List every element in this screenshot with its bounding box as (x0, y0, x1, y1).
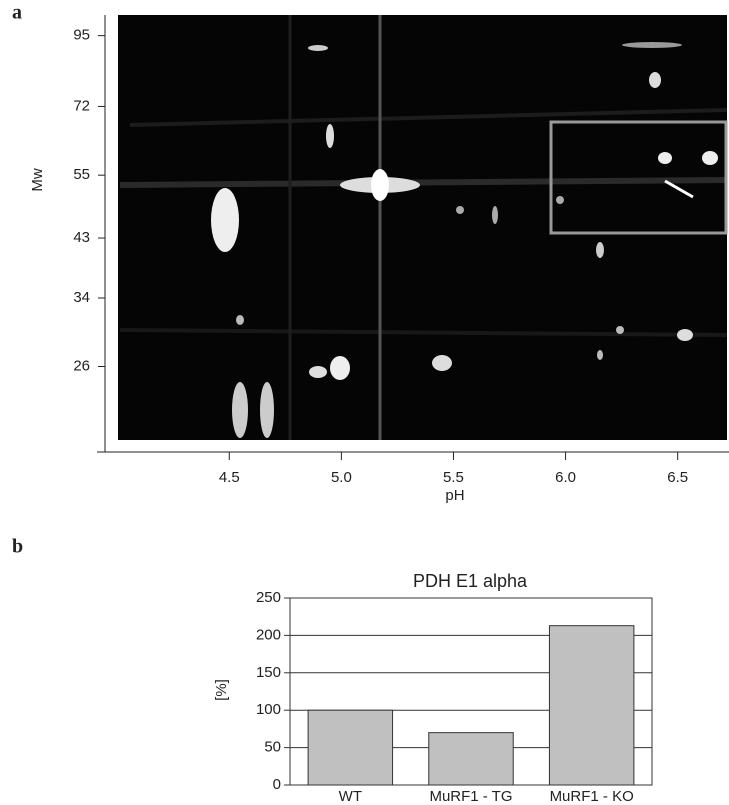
gel-image (118, 15, 728, 440)
y-tick-label: 72 (73, 97, 90, 114)
y-tick-label: 26 (73, 357, 90, 374)
x-axis-label: pH (445, 487, 464, 504)
x-tick-label: 5.0 (331, 469, 352, 486)
y-tick-label: 43 (73, 229, 90, 246)
panel-label: a (12, 2, 22, 24)
x-tick-label: 6.5 (667, 469, 688, 486)
y-tick-label: 100 (256, 701, 281, 718)
x-tick-label: MuRF1 - TG (429, 788, 512, 805)
x-tick-label: WT (339, 788, 362, 805)
y-tick-label: 34 (73, 289, 90, 306)
bar (428, 732, 514, 786)
panel-label: b (12, 536, 23, 558)
y-tick-label: 200 (256, 626, 281, 643)
x-tick-label: 6.0 (555, 469, 576, 486)
bar (307, 709, 394, 786)
chart-title: PDH E1 alpha (413, 571, 528, 591)
x-tick-label: 4.5 (219, 469, 240, 486)
x-tick-label: MuRF1 - KO (550, 788, 634, 805)
y-tick-label: 0 (273, 776, 281, 793)
x-tick-label: 5.5 (443, 469, 464, 486)
y-tick-label: 95 (73, 27, 90, 44)
bar (548, 625, 635, 786)
y-tick-label: 150 (256, 664, 281, 681)
y-axis-label: Mw (29, 168, 46, 191)
y-tick-label: 50 (264, 739, 281, 756)
y-tick-label: 55 (73, 166, 90, 183)
y-tick-label: 250 (256, 589, 281, 606)
y-axis-label: [%] (213, 679, 230, 701)
